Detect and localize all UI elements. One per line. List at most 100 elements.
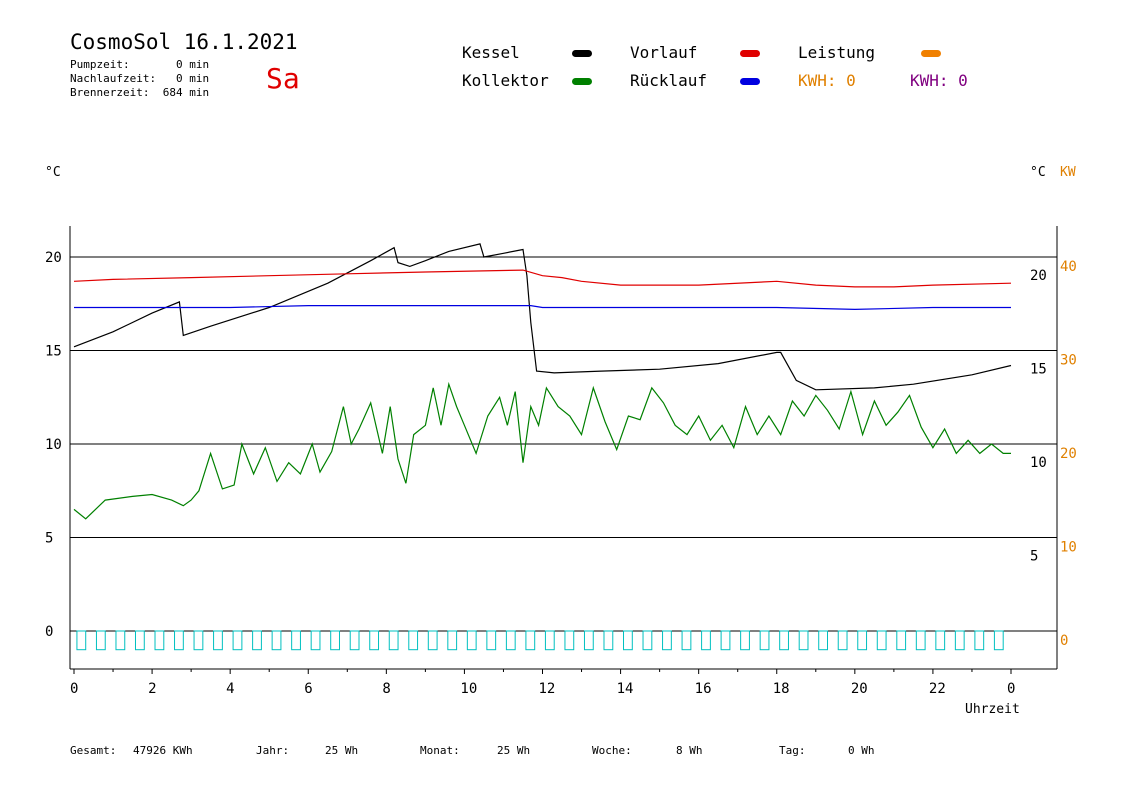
y-tick-kw-label: 10: [1060, 540, 1077, 556]
pump-marker: [271, 630, 282, 651]
y-tick-right-label: 10: [1030, 455, 1047, 471]
pump-marker: [369, 630, 380, 651]
pump-marker: [720, 630, 731, 651]
x-tick-label: 4: [226, 681, 234, 697]
pump-marker: [759, 630, 770, 651]
y-tick-kw-label: 40: [1060, 259, 1077, 275]
x-tick-label: 22: [929, 681, 946, 697]
pump-marker: [388, 630, 399, 651]
pump-marker: [915, 630, 926, 651]
pump-marker: [330, 630, 340, 651]
pump-marker: [349, 630, 360, 651]
legend-leistung-swatch: [921, 50, 941, 57]
pump-marker: [291, 630, 301, 651]
right-axis-unit: °C: [1030, 165, 1046, 180]
x-tick-label: 10: [460, 681, 477, 697]
pump-marker: [193, 630, 204, 651]
y-tick-right-label: 15: [1030, 362, 1047, 378]
footer-jahr-value: 25 Wh: [325, 744, 359, 757]
footer-tag-label: Tag:: [779, 744, 806, 757]
tick-layer: 0 5 10 15 20 5 10 15 20 0 10 20 30 40 0 2 4 6 8 10 12 14 16 18 2…: [45, 250, 1077, 697]
pump-marker: [603, 630, 614, 651]
pump-marker: [974, 630, 985, 651]
pump-marker: [954, 630, 965, 651]
brennerzeit-text: Brennerzeit: 684 min: [70, 86, 210, 99]
pump-marker: [174, 630, 184, 651]
grid-layer: [69, 226, 1058, 670]
pump-marker: [662, 630, 672, 651]
legend-ruecklauf-label: Rücklauf: [630, 71, 708, 90]
pump-marker: [76, 630, 87, 651]
pump-marker: [427, 630, 438, 651]
y-tick-left-label: 10: [45, 437, 62, 453]
legend-ruecklauf-swatch: [740, 78, 760, 85]
pump-marker-layer: [76, 630, 1004, 651]
x-axis-label: Uhrzeit: [965, 702, 1020, 717]
chart-title: CosmoSol 16.1.2021: [70, 30, 298, 54]
x-tick-label: 18: [773, 681, 790, 697]
pump-marker: [564, 630, 575, 651]
footer-jahr-label: Jahr:: [256, 744, 290, 757]
pump-marker: [95, 630, 106, 651]
legend-kollektor-label: Kollektor: [462, 71, 549, 90]
pump-marker: [154, 630, 165, 651]
legend-kwh-orange: KWH: 0: [798, 71, 856, 90]
pump-marker: [740, 630, 750, 651]
x-tick-label: 6: [304, 681, 312, 697]
pump-marker: [681, 630, 692, 651]
left-axis-unit: °C: [45, 165, 61, 180]
pump-marker: [798, 630, 809, 651]
pump-marker: [818, 630, 829, 651]
footer-woche-label: Woche:: [592, 744, 632, 757]
pump-marker: [447, 630, 458, 651]
legend-kessel-label: Kessel: [462, 43, 520, 62]
pump-marker: [486, 630, 497, 651]
pump-marker: [876, 630, 887, 651]
pump-marker: [134, 630, 145, 651]
series-line-vorlauf: [73, 269, 1012, 288]
pump-marker: [544, 630, 555, 651]
pump-marker: [505, 630, 516, 651]
x-tick-label: 16: [695, 681, 712, 697]
pumpzeit-text: Pumpzeit: 0 min: [70, 58, 210, 71]
pump-marker: [232, 630, 243, 651]
footer-woche-value: 8 Wh: [676, 744, 703, 757]
pump-marker: [525, 630, 536, 651]
series-line-kollektor: [73, 381, 1011, 520]
legend-vorlauf-label: Vorlauf: [630, 43, 698, 62]
series-line-rcklauf: [74, 305, 1011, 311]
pump-marker: [993, 630, 1004, 651]
footer-monat-value: 25 Wh: [497, 744, 531, 757]
pump-marker: [837, 630, 848, 651]
y-tick-kw-label: 30: [1060, 353, 1077, 369]
pump-marker: [779, 630, 789, 651]
pump-marker: [896, 630, 907, 651]
y-tick-kw-label: 20: [1060, 446, 1077, 462]
legend-kessel-swatch: [572, 50, 592, 57]
pump-marker: [408, 630, 419, 651]
footer-tag-value: 0 Wh: [848, 744, 875, 757]
nachlaufzeit-text: Nachlaufzeit: 0 min: [70, 72, 210, 85]
y-tick-right-label: 5: [1030, 549, 1038, 565]
pump-marker: [252, 630, 262, 651]
x-tick-label: 2: [148, 681, 156, 697]
legend-kollektor-swatch: [572, 78, 592, 85]
y-tick-kw-label: 0: [1060, 633, 1068, 649]
x-tick-label: 20: [851, 681, 868, 697]
y-tick-left-label: 20: [45, 250, 62, 266]
series-layer: [73, 243, 1012, 520]
x-tick-label: 0: [1007, 681, 1015, 697]
x-tick-label: 8: [382, 681, 390, 697]
pump-marker: [935, 630, 946, 651]
legend-leistung-label: Leistung: [798, 43, 876, 62]
x-tick-label: 12: [539, 681, 556, 697]
legend-kwh-purple: KWH: 0: [910, 71, 968, 90]
pump-marker: [642, 630, 653, 651]
pump-marker: [583, 630, 594, 651]
y-tick-right-label: 20: [1030, 268, 1047, 284]
pump-marker: [701, 630, 711, 651]
pump-marker: [213, 630, 223, 651]
footer-monat-label: Monat:: [420, 744, 460, 757]
y-tick-left-label: 15: [45, 344, 62, 360]
